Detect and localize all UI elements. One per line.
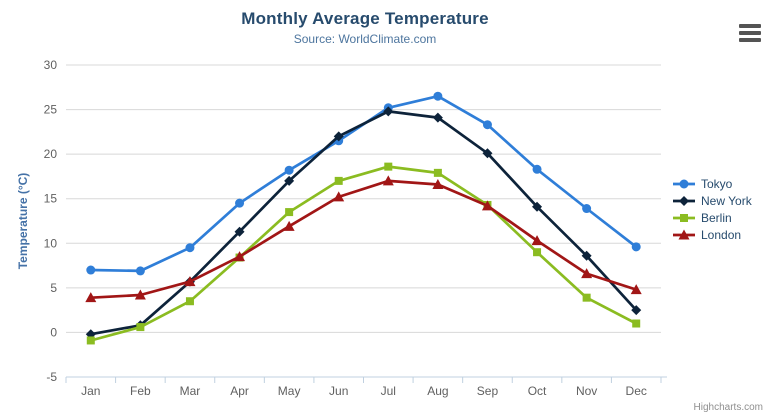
data-point-marker[interactable]: [185, 297, 194, 306]
series-london[interactable]: [85, 175, 642, 303]
data-point-marker[interactable]: [532, 164, 542, 174]
data-point-marker[interactable]: [482, 148, 493, 159]
x-axis-tick-label: Dec: [626, 384, 647, 398]
y-axis-tick-label: 25: [44, 103, 58, 117]
data-point-marker[interactable]: [581, 268, 593, 279]
data-point-marker[interactable]: [631, 305, 642, 316]
x-axis-tick-label: Mar: [180, 384, 201, 398]
data-point-marker[interactable]: [185, 243, 195, 253]
x-axis-tick-label: Apr: [230, 384, 249, 398]
data-point-marker[interactable]: [284, 165, 294, 175]
data-point-marker[interactable]: [481, 200, 493, 211]
legend-marker-square-icon: [673, 213, 695, 222]
series-line: [89, 110, 638, 336]
data-point-marker[interactable]: [433, 168, 442, 177]
plot-area[interactable]: [66, 65, 661, 377]
data-point-marker: [678, 229, 690, 239]
data-point-marker[interactable]: [333, 131, 344, 142]
hamburger-menu-icon[interactable]: [737, 22, 763, 44]
series-line: [89, 179, 638, 300]
data-point-marker[interactable]: [581, 250, 592, 261]
chart-title: Monthly Average Temperature: [241, 9, 489, 28]
legend-item-london[interactable]: London: [672, 226, 752, 243]
legend-label: New York: [701, 193, 752, 208]
data-point-marker[interactable]: [630, 284, 642, 295]
data-point-marker[interactable]: [86, 336, 95, 345]
y-axis-tick-label: 30: [44, 58, 58, 72]
data-point-marker[interactable]: [382, 175, 394, 186]
hamburger-bar: [739, 24, 761, 28]
legend-item-new-york[interactable]: New York: [672, 192, 752, 209]
data-point-marker[interactable]: [632, 319, 641, 328]
data-point-marker[interactable]: [533, 248, 542, 257]
x-axis-tick-label: Feb: [130, 384, 151, 398]
chart-subtitle: Source: WorldClimate.com: [293, 32, 437, 46]
x-axis-tick-label: Nov: [576, 384, 597, 398]
legend-label: London: [701, 227, 742, 242]
data-point-marker[interactable]: [86, 265, 96, 275]
data-point-marker[interactable]: [333, 191, 345, 202]
data-point-marker[interactable]: [235, 198, 245, 208]
y-axis-tick-label: 5: [50, 281, 57, 295]
credits-link[interactable]: Highcharts.com: [693, 402, 763, 413]
x-axis-tick-label: Jun: [329, 384, 348, 398]
y-axis-tick-label: -5: [46, 370, 57, 384]
data-point-marker[interactable]: [285, 208, 294, 217]
data-point-marker[interactable]: [234, 226, 245, 237]
legend-marker-circle-icon: [673, 179, 695, 188]
legend-item-berlin[interactable]: Berlin: [672, 209, 752, 226]
y-axis-tick-label: 0: [50, 325, 57, 339]
legend-item-tokyo[interactable]: Tokyo: [672, 175, 752, 192]
x-axis-tick-label: Jan: [81, 384, 100, 398]
y-axis-tick-label: 20: [44, 147, 58, 161]
data-point-marker[interactable]: [85, 292, 97, 303]
legend-marker-triangle-icon: [673, 229, 695, 239]
data-point-marker: [680, 213, 688, 222]
data-point-marker[interactable]: [582, 293, 591, 302]
data-point-marker[interactable]: [134, 289, 146, 300]
series-line: [89, 165, 638, 342]
x-axis-tick-label: Aug: [427, 384, 448, 398]
hamburger-bar: [739, 38, 761, 42]
y-axis-tick-label: 15: [44, 192, 58, 206]
y-axis-tick-label: 10: [44, 236, 58, 250]
data-point-marker[interactable]: [482, 120, 492, 130]
data-point-marker: [679, 195, 689, 206]
data-point-marker[interactable]: [433, 91, 443, 101]
x-axis-tick-label: Jul: [381, 384, 396, 398]
data-point-marker[interactable]: [184, 276, 196, 287]
data-point-marker[interactable]: [631, 242, 641, 252]
x-axis-tick-label: May: [278, 384, 301, 398]
data-point-marker[interactable]: [383, 106, 394, 117]
data-point-marker[interactable]: [284, 175, 295, 186]
data-point-marker[interactable]: [531, 235, 543, 246]
legend-label: Berlin: [701, 210, 732, 225]
data-point-marker[interactable]: [532, 201, 543, 212]
data-point-marker[interactable]: [432, 112, 443, 123]
data-point-marker[interactable]: [136, 323, 145, 332]
x-axis-tick-label: Oct: [528, 384, 547, 398]
data-point-marker[interactable]: [234, 251, 246, 262]
data-point-marker[interactable]: [582, 204, 592, 214]
data-point-marker[interactable]: [432, 178, 444, 189]
data-point-marker: [679, 179, 689, 188]
legend: Tokyo New York Berlin London: [672, 175, 752, 243]
data-point-marker[interactable]: [334, 176, 343, 185]
data-point-marker[interactable]: [384, 162, 393, 171]
data-point-marker[interactable]: [135, 266, 145, 276]
y-axis-title: Temperature (°C): [16, 173, 30, 270]
x-axis-tick-label: Sep: [477, 384, 499, 398]
data-point-marker[interactable]: [283, 220, 295, 231]
legend-label: Tokyo: [701, 176, 733, 191]
hamburger-bar: [739, 31, 761, 35]
legend-marker-diamond-icon: [673, 195, 695, 206]
